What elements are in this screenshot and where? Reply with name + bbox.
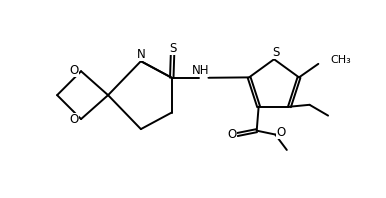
- Text: CH₃: CH₃: [330, 55, 350, 65]
- Text: N: N: [137, 48, 146, 61]
- Text: NH: NH: [191, 64, 209, 77]
- Text: O: O: [69, 113, 79, 126]
- Text: S: S: [169, 42, 176, 54]
- Text: O: O: [227, 128, 237, 141]
- Text: O: O: [276, 127, 286, 139]
- Text: O: O: [69, 64, 79, 77]
- Text: S: S: [272, 46, 279, 59]
